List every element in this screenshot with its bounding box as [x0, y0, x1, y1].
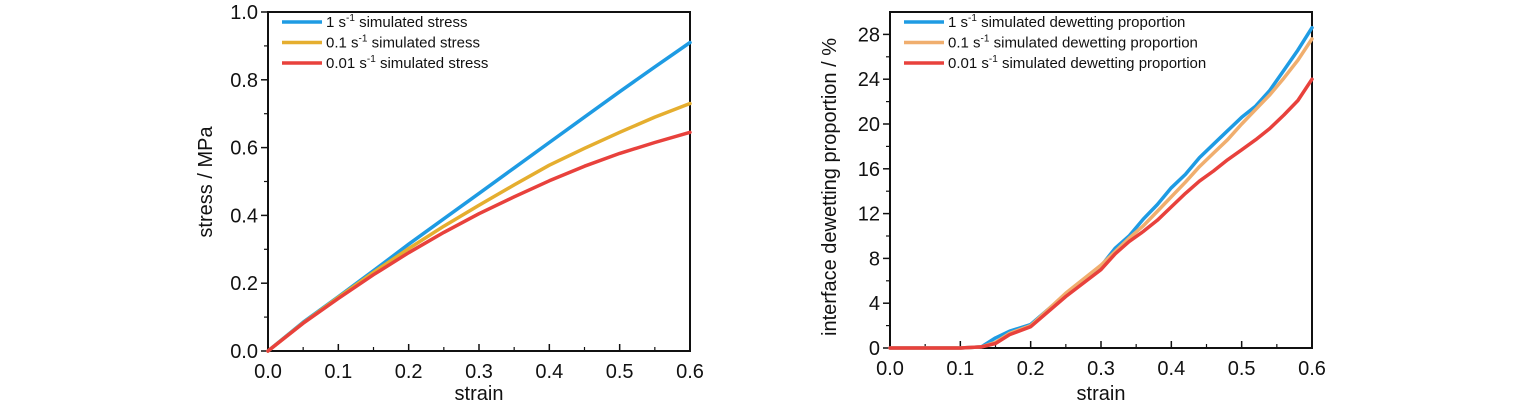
x-tick-label: 0.0	[876, 358, 904, 380]
x-tick-label: 0.3	[465, 361, 493, 383]
x-tick-label: 0.1	[324, 361, 352, 383]
series-line-0	[888, 25, 1314, 350]
y-tick-label: 0.8	[230, 70, 258, 92]
series-lines	[888, 25, 1314, 350]
y-tick-label: 8	[869, 248, 880, 270]
legend-label-1: 0.1 s-1 simulated dewetting proportion	[948, 34, 1198, 52]
x-tick-label: 0.1	[946, 358, 974, 380]
y-tick-label: 28	[858, 24, 880, 46]
x-tick-label: 0.4	[1157, 358, 1185, 380]
y-tick-label: 20	[858, 114, 880, 136]
legend-label-2: 0.01 s-1 simulated dewetting proportion	[948, 54, 1206, 72]
x-tick-label: 0.6	[1298, 358, 1326, 380]
y-tick-label: 0	[869, 338, 880, 360]
legend: 1 s-1 simulated stress 0.1 s-1 simulated …	[282, 13, 488, 72]
y-tick-label: 0.0	[230, 341, 258, 363]
y-axis-label: interface dewetting proportion / %	[819, 38, 841, 336]
x-tick-label: 0.5	[606, 361, 634, 383]
legend: 1 s-1 simulated dewetting proportion 0.1 …	[904, 13, 1206, 72]
series-line-1	[266, 101, 692, 353]
x-tick-label: 0.5	[1228, 358, 1256, 380]
axis-ticks: 0.0 0.1 0.2 0.3 0.4 0.5 0.6 0.0 0.2 0.4 0.6 0.8 1.0	[230, 2, 704, 383]
x-tick-label: 0.0	[254, 361, 282, 383]
series-line-2	[888, 77, 1314, 350]
legend-label-2: 0.01 s-1 simulated stress	[326, 54, 488, 72]
x-tick-label: 0.2	[1017, 358, 1045, 380]
legend-label-0: 1 s-1 simulated stress	[326, 13, 467, 31]
x-axis-label: strain	[455, 383, 504, 405]
series-lines	[266, 40, 692, 353]
x-tick-label: 0.2	[395, 361, 423, 383]
x-tick-label: 0.6	[676, 361, 704, 383]
y-tick-label: 24	[858, 69, 880, 91]
y-axis-label: stress / MPa	[195, 126, 217, 238]
series-line-2	[266, 130, 692, 353]
y-tick-label: 0.4	[230, 205, 258, 227]
x-tick-label: 0.3	[1087, 358, 1115, 380]
y-tick-label: 0.6	[230, 138, 258, 160]
x-axis-label: strain	[1077, 383, 1126, 405]
series-line-1	[888, 37, 1314, 350]
legend-label-1: 0.1 s-1 simulated stress	[326, 34, 480, 52]
stress-strain-chart: 0.0 0.1 0.2 0.3 0.4 0.5 0.60.00.20.40.60.81.0 …	[195, 2, 704, 405]
y-tick-label: 12	[858, 204, 880, 226]
dewetting-proportion-chart: 0.0 0.1 0.2 0.3 0.4 0.5 0.6 0 4 8 12 16 20 24 28 1 s-1…	[819, 11, 1326, 405]
y-tick-label: 16	[858, 159, 880, 181]
y-tick-label: 4	[869, 293, 880, 315]
y-tick-label: 0.2	[230, 273, 258, 295]
axis-ticks: 0.0 0.1 0.2 0.3 0.4 0.5 0.6 0 4 8 12 16 20 24 28	[858, 24, 1326, 380]
x-tick-label: 0.4	[535, 361, 563, 383]
y-tick-label: 1.0	[230, 2, 258, 24]
legend-label-0: 1 s-1 simulated dewetting proportion	[948, 13, 1185, 31]
